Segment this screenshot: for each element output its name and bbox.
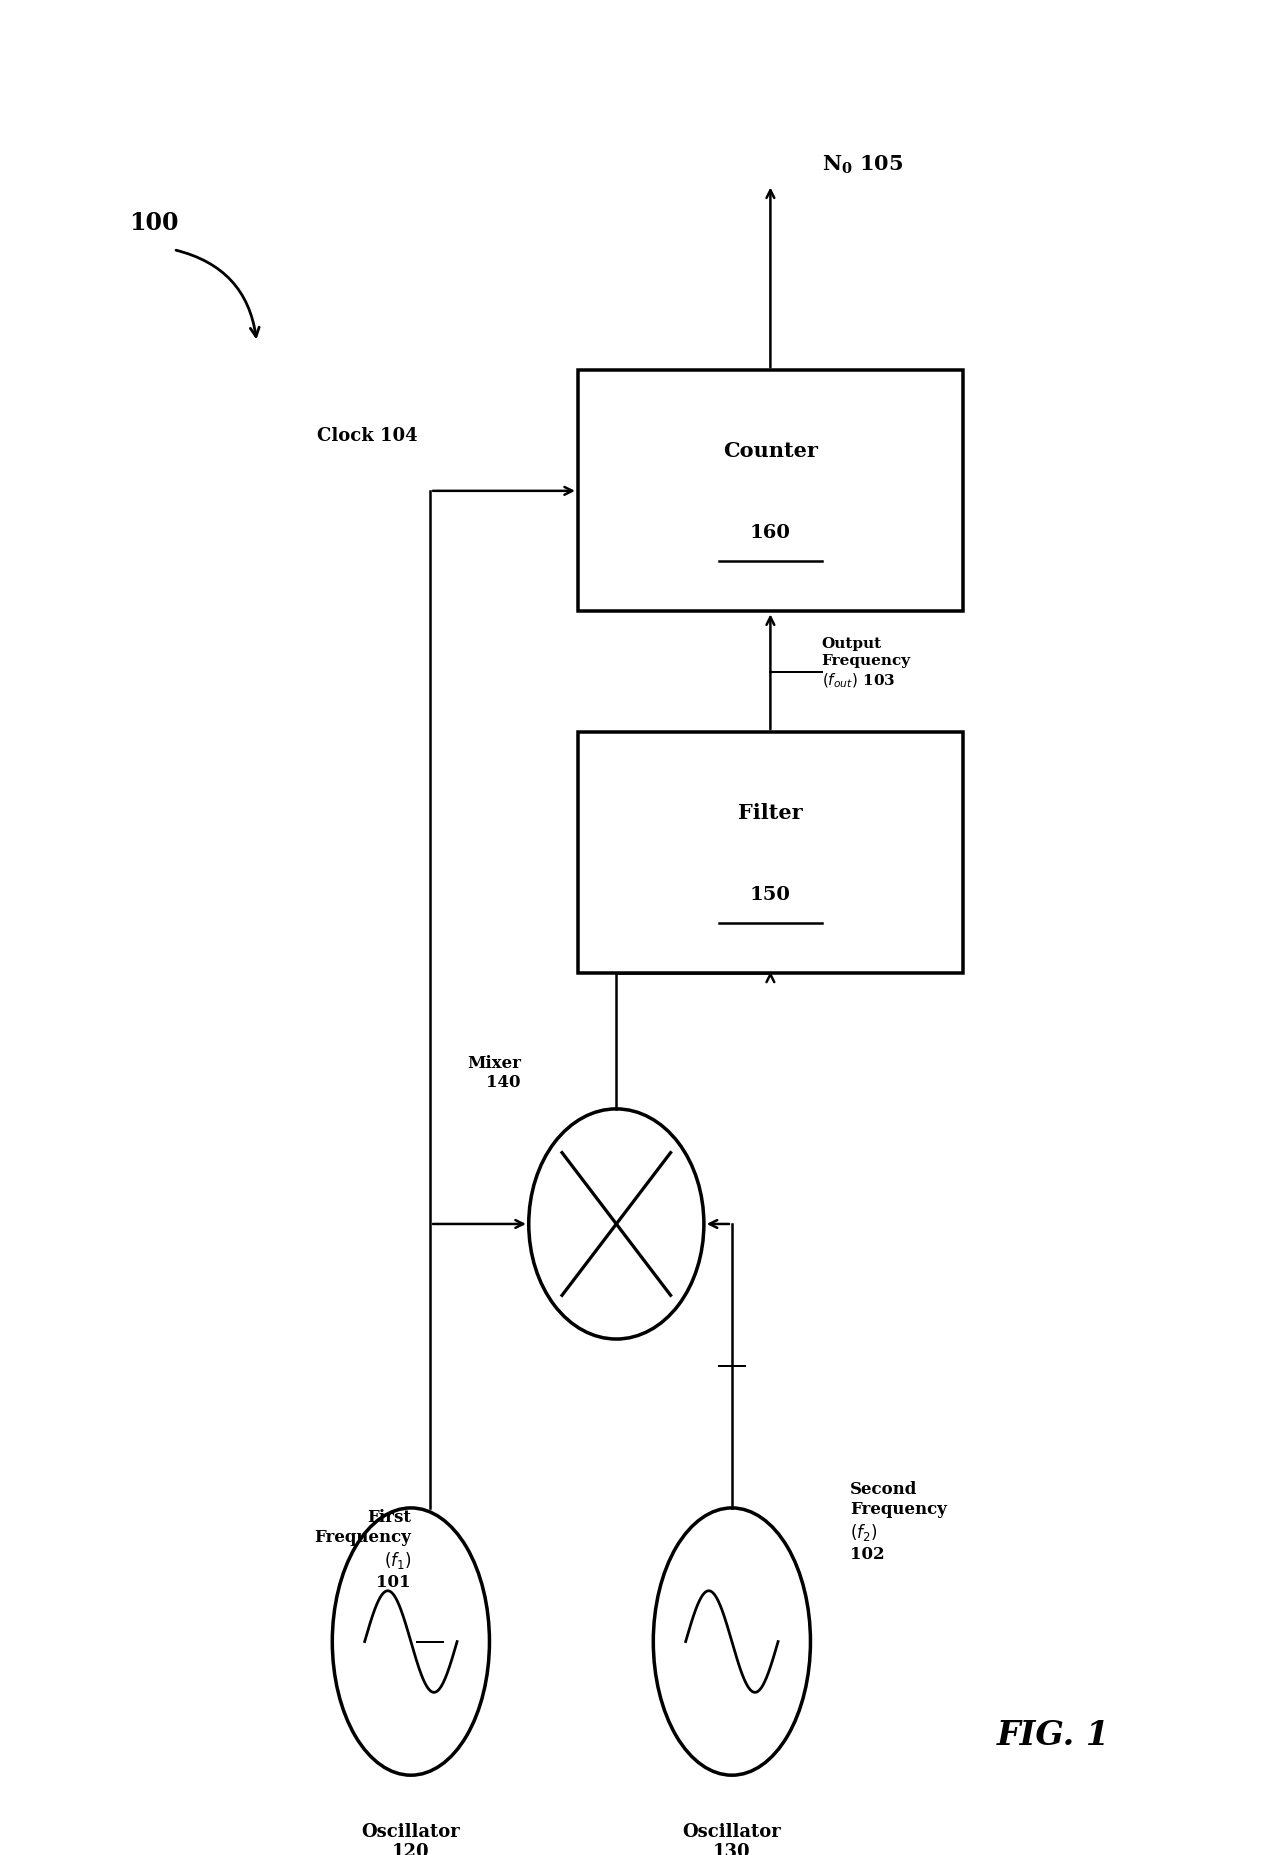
Text: Oscillator
120: Oscillator 120 [362, 1822, 460, 1855]
Text: Counter: Counter [723, 441, 818, 460]
Bar [578, 371, 963, 612]
Text: 100: 100 [130, 211, 178, 234]
Bar [578, 733, 963, 974]
Text: 150: 150 [750, 885, 791, 903]
Text: First
Frequency
$(f_1)$
101: First Frequency $(f_1)$ 101 [315, 1508, 411, 1590]
Ellipse shape [333, 1508, 489, 1775]
Ellipse shape [654, 1508, 810, 1775]
Text: FIG. 1: FIG. 1 [996, 1718, 1109, 1751]
Ellipse shape [529, 1109, 704, 1339]
Text: Output
Frequency
$(f_{out})$ 103: Output Frequency $(f_{out})$ 103 [822, 636, 910, 690]
Text: Second
Frequency
$(f_2)$
102: Second Frequency $(f_2)$ 102 [850, 1480, 946, 1562]
Text: Oscillator
130: Oscillator 130 [683, 1822, 781, 1855]
Text: Filter: Filter [738, 803, 802, 822]
Text: 160: 160 [750, 523, 791, 542]
Text: Mixer
140: Mixer 140 [467, 1054, 521, 1091]
Text: N$_\mathregular{0}$ 105: N$_\mathregular{0}$ 105 [822, 154, 903, 176]
Text: Clock 104: Clock 104 [317, 427, 417, 445]
